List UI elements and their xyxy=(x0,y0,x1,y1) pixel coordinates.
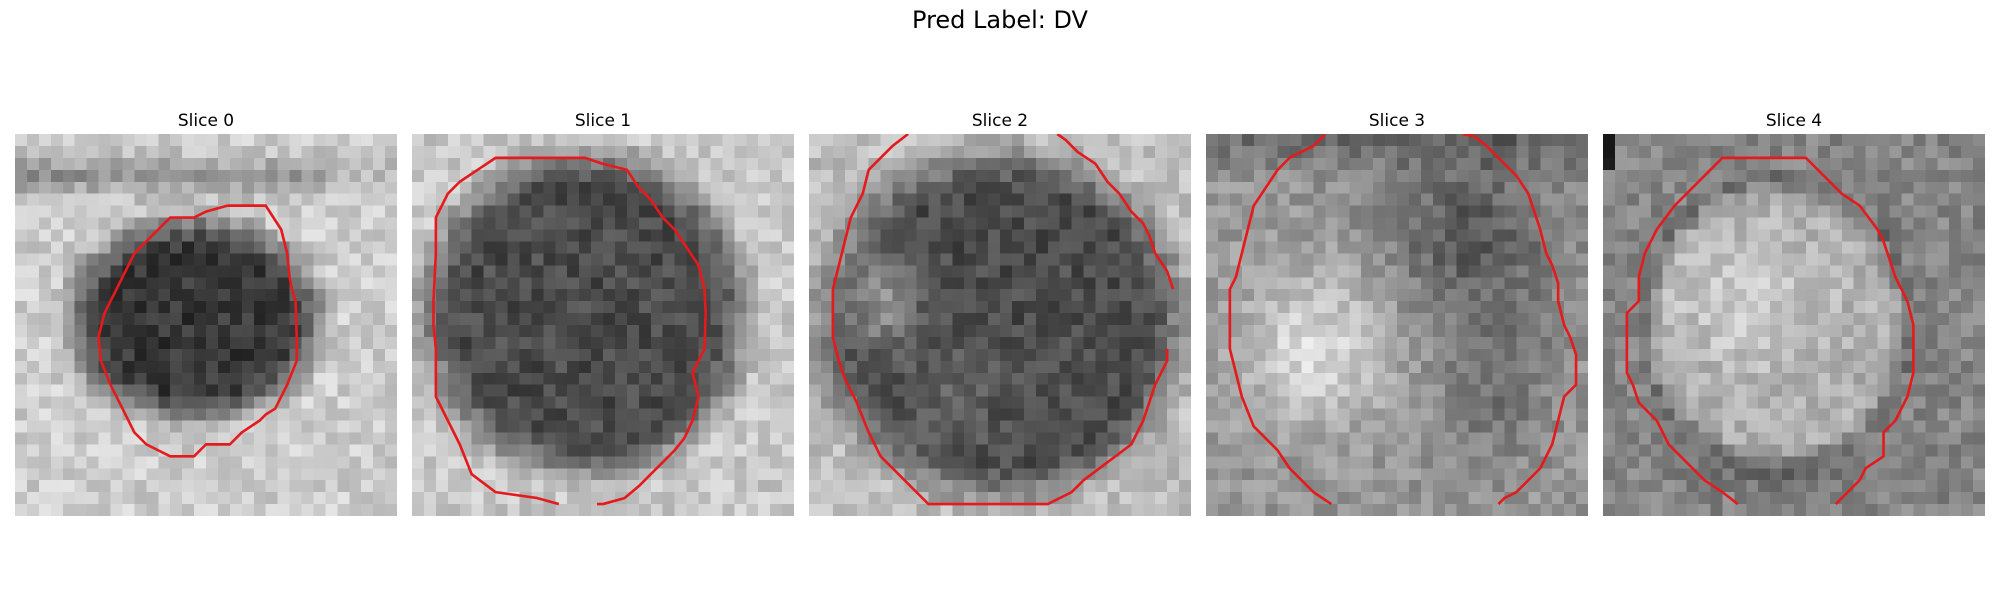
contour-overlay xyxy=(831,134,1175,506)
contour-line xyxy=(1462,134,1578,505)
slice-title: Slice 3 xyxy=(1368,111,1426,131)
contour-overlay xyxy=(432,156,707,506)
slice-panel-4: Slice 4 xyxy=(1603,108,1985,516)
contour-overlay xyxy=(1625,156,1915,506)
contour-overlay xyxy=(1228,134,1578,506)
grayscale-slice xyxy=(1206,134,1588,516)
slice-image xyxy=(1603,134,1985,516)
slice-image xyxy=(15,134,397,516)
grayscale-slice xyxy=(412,134,794,516)
contour-line xyxy=(1056,134,1175,290)
slice-title: Slice 1 xyxy=(574,111,632,131)
slice-title: Slice 0 xyxy=(177,111,235,131)
slice-image xyxy=(412,134,794,516)
contour-line xyxy=(97,204,299,458)
slice-panel-3: Slice 3 xyxy=(1206,108,1588,516)
contour-overlay xyxy=(97,204,299,458)
figure-title: Pred Label: DV xyxy=(912,6,1088,34)
contour-line xyxy=(432,156,707,506)
slice-panel-0: Slice 0 xyxy=(15,108,397,516)
contour-line xyxy=(1228,134,1333,506)
slice-title: Slice 4 xyxy=(1765,111,1823,131)
slice-image xyxy=(809,134,1191,516)
slice-panel-2: Slice 2 xyxy=(809,108,1191,516)
slice-title: Slice 2 xyxy=(971,111,1029,131)
slice-image xyxy=(1206,134,1588,516)
contour-line xyxy=(1625,156,1915,506)
grayscale-slice xyxy=(809,134,1191,516)
grayscale-slice xyxy=(1603,134,1985,516)
slice-panel-1: Slice 1 xyxy=(412,108,794,516)
grayscale-slice xyxy=(15,134,397,516)
contour-line xyxy=(831,134,1169,506)
